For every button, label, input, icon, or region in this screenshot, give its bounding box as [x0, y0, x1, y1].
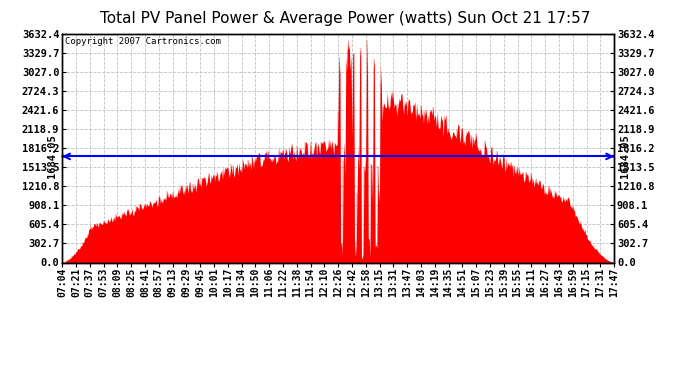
Text: Total PV Panel Power & Average Power (watts) Sun Oct 21 17:57: Total PV Panel Power & Average Power (wa… — [100, 11, 590, 26]
Text: 1684.05: 1684.05 — [620, 135, 629, 178]
Text: 1684.05: 1684.05 — [47, 135, 57, 178]
Text: Copyright 2007 Cartronics.com: Copyright 2007 Cartronics.com — [65, 37, 221, 46]
